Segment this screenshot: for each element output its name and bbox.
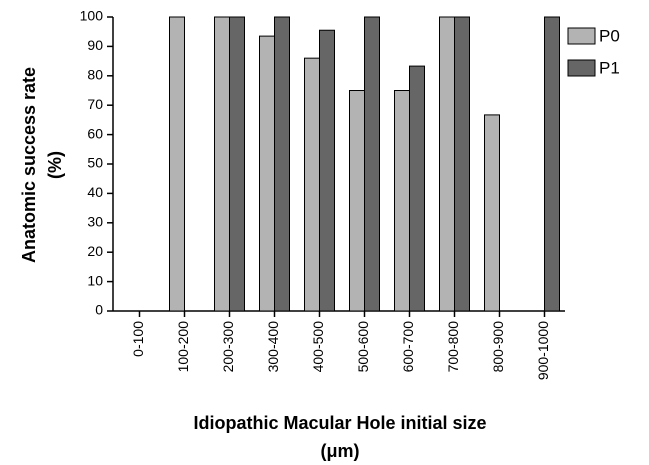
y-axis-label: Anatomic success rate: [19, 67, 39, 263]
x-tick-label: 700-800: [445, 321, 461, 373]
legend-label: P1: [599, 58, 620, 77]
bar: [484, 114, 500, 312]
y-tick-label: 40: [87, 184, 103, 200]
y-tick-label: 70: [87, 96, 103, 112]
legend-swatch: [567, 27, 596, 45]
x-tick-label: 300-400: [265, 321, 281, 373]
x-tick-label: 400-500: [310, 321, 326, 373]
y-tick-label: 20: [87, 243, 103, 259]
legend-label: P0: [599, 26, 620, 45]
x-tick-label: 100-200: [175, 321, 191, 373]
bar: [274, 16, 290, 312]
x-tick-label: 600-700: [400, 321, 416, 373]
bar: [304, 57, 320, 312]
y-tick-label: 80: [87, 67, 103, 83]
y-tick-label: 50: [87, 155, 103, 171]
bar: [229, 16, 245, 312]
bar: [319, 29, 335, 312]
bar: [169, 16, 185, 312]
x-tick-label: 0-100: [130, 321, 146, 357]
x-tick-label: 500-600: [355, 321, 371, 373]
x-tick-label: 800-900: [490, 321, 506, 373]
x-tick-label: 200-300: [220, 321, 236, 373]
bar: [259, 35, 275, 312]
bar: [409, 65, 425, 312]
legend-swatch: [567, 59, 596, 77]
bar: [439, 16, 455, 312]
x-axis-label: Idiopathic Macular Hole initial size: [193, 413, 486, 433]
bar: [544, 16, 560, 312]
x-axis-label: (μm): [320, 441, 359, 461]
x-tick-label: 900-1000: [535, 321, 551, 380]
bar: [364, 16, 380, 312]
bar: [454, 16, 470, 312]
bar: [349, 90, 365, 312]
y-tick-label: 90: [87, 37, 103, 53]
y-tick-label: 0: [95, 302, 103, 318]
y-tick-label: 30: [87, 214, 103, 230]
y-tick-label: 60: [87, 125, 103, 141]
y-axis-label: (%): [45, 151, 65, 179]
y-tick-label: 100: [80, 8, 104, 24]
y-tick-label: 10: [87, 272, 103, 288]
bar: [394, 90, 410, 312]
bar: [214, 16, 230, 312]
